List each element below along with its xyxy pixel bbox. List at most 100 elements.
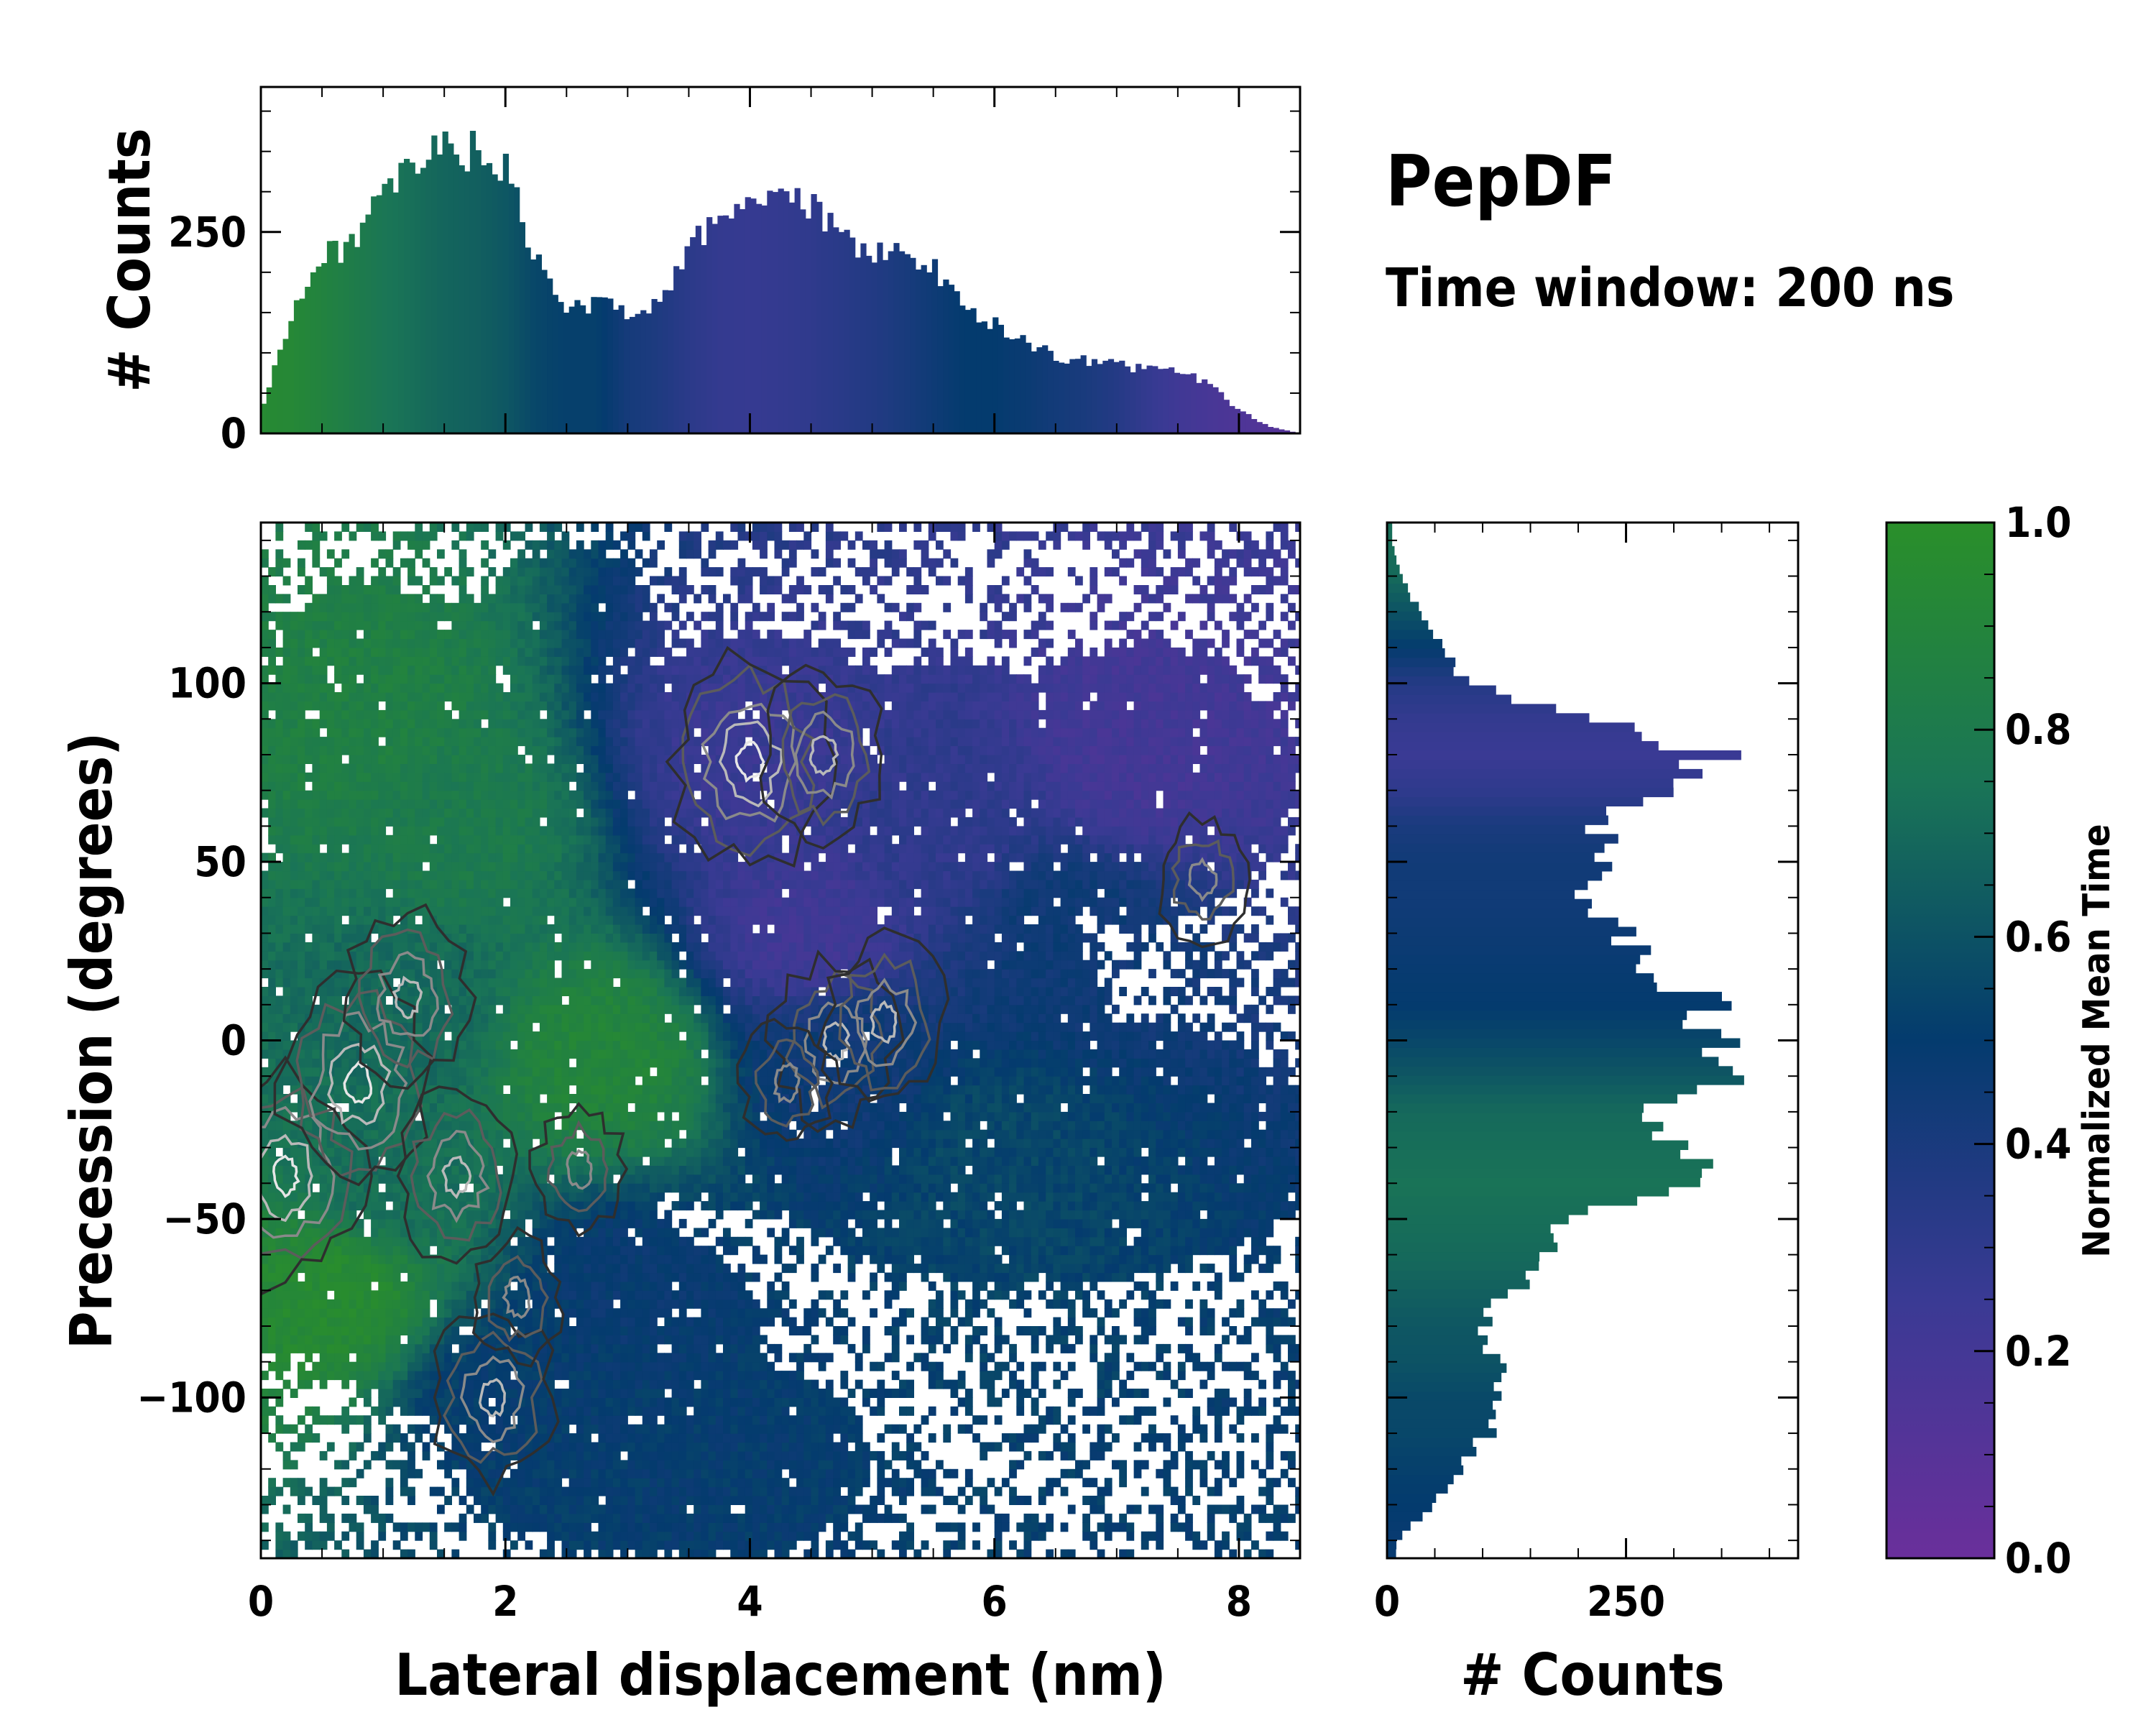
heatmap-cell — [510, 1156, 518, 1166]
heatmap-cell — [371, 1353, 379, 1363]
heatmap-cell — [568, 1389, 577, 1398]
heatmap-cell — [437, 1094, 445, 1103]
heatmap-cell — [371, 1496, 379, 1505]
heatmap-cell — [561, 772, 570, 782]
heatmap-cell — [584, 1397, 591, 1407]
heatmap-cell — [525, 951, 533, 961]
heatmap-cell — [261, 1129, 269, 1139]
heatmap-cell — [568, 960, 577, 970]
heatmap-cell — [466, 692, 474, 702]
heatmap-cell — [385, 1022, 394, 1032]
heatmap-cell — [525, 1433, 533, 1443]
heatmap-cell — [532, 816, 540, 827]
heatmap-cell — [495, 790, 504, 800]
heatmap-cell — [576, 1504, 584, 1514]
heatmap-cell — [612, 755, 621, 764]
heatmap-cell — [502, 1433, 511, 1443]
heatmap-cell — [539, 1522, 548, 1532]
heatmap-cell — [326, 897, 335, 907]
heatmap-cell — [584, 1450, 591, 1460]
heatmap-cell — [392, 808, 401, 818]
heatmap-cell — [371, 585, 379, 594]
heatmap-cell — [495, 969, 504, 979]
heatmap-cell — [385, 1513, 394, 1523]
heatmap-cell — [598, 1540, 607, 1550]
heatmap-cell — [371, 816, 379, 827]
heatmap-cell — [363, 647, 372, 657]
heatmap-cell — [319, 1379, 328, 1389]
heatmap-cell — [510, 1389, 518, 1398]
heatmap-cell — [517, 1522, 525, 1532]
heatmap-cell — [612, 1343, 621, 1353]
heatmap-cell — [444, 1201, 452, 1211]
heatmap-cell — [319, 531, 328, 541]
heatmap-cell — [400, 897, 408, 907]
heatmap-cell — [510, 576, 518, 586]
heatmap-cell — [598, 1531, 607, 1541]
heatmap-cell — [591, 1210, 599, 1220]
heatmap-cell — [568, 1299, 577, 1309]
heatmap-cell — [378, 995, 387, 1006]
heatmap-cell — [502, 1013, 511, 1024]
heatmap-cell — [298, 674, 305, 684]
heatmap-cell — [466, 1103, 474, 1113]
heatmap-cell — [319, 816, 328, 827]
heatmap-cell — [378, 620, 387, 630]
heatmap-cell — [349, 1076, 357, 1086]
heatmap-cell — [517, 1111, 525, 1121]
heatmap-cell — [298, 630, 305, 640]
heatmap-cell — [584, 585, 591, 594]
heatmap-cell — [568, 638, 577, 648]
heatmap-cell — [275, 1415, 284, 1425]
heatmap-cell — [510, 1478, 518, 1488]
heatmap-cell — [502, 620, 511, 630]
heatmap-cell — [495, 1254, 504, 1264]
heatmap-cell — [598, 1450, 607, 1460]
heatmap-cell — [539, 924, 548, 934]
heatmap-cell — [532, 1308, 540, 1318]
heatmap-cell — [568, 665, 577, 675]
heatmap-cell — [474, 790, 482, 800]
heatmap-cell — [510, 737, 518, 747]
heatmap-cell — [437, 906, 445, 916]
heatmap-cell — [282, 799, 291, 809]
heatmap-cell — [532, 951, 540, 961]
heatmap-cell — [363, 523, 372, 532]
heatmap-cell — [539, 1424, 548, 1434]
heatmap-cell — [554, 1264, 563, 1274]
heatmap-cell — [378, 1201, 387, 1211]
heatmap-cell — [275, 799, 284, 809]
heatmap-cell — [474, 1486, 482, 1496]
heatmap-cell — [561, 1308, 570, 1318]
heatmap-cell — [481, 951, 489, 961]
heatmap-cell — [407, 1085, 415, 1095]
heatmap-cell — [598, 1210, 607, 1220]
heatmap-cell — [576, 1486, 584, 1496]
heatmap-cell — [392, 1022, 401, 1032]
heatmap-cell — [451, 1326, 460, 1335]
heatmap-cell — [437, 727, 445, 737]
heatmap-cell — [525, 1335, 533, 1345]
heatmap-cell — [371, 1004, 379, 1014]
heatmap-cell — [326, 576, 335, 586]
heatmap-cell — [532, 978, 540, 988]
heatmap-cell — [510, 638, 518, 648]
heatmap-cell — [378, 1022, 387, 1032]
heatmap-cell — [561, 1156, 570, 1166]
heatmap-cell — [305, 683, 313, 693]
heatmap-cell — [474, 1326, 482, 1335]
heatmap-cell — [341, 1335, 350, 1345]
heatmap-cell — [305, 1236, 313, 1246]
heatmap-cell — [444, 1264, 452, 1274]
heatmap-cell — [525, 862, 533, 872]
heatmap-cell — [474, 1450, 482, 1460]
heatmap-cell — [591, 665, 599, 675]
heatmap-cell — [584, 969, 591, 979]
heatmap-cell — [576, 683, 584, 693]
heatmap-cell — [261, 933, 269, 943]
heatmap-cell — [474, 638, 482, 648]
heatmap-cell — [591, 834, 599, 845]
heatmap-cell — [282, 1049, 291, 1059]
heatmap-cell — [290, 816, 298, 827]
heatmap-cell — [341, 816, 350, 827]
